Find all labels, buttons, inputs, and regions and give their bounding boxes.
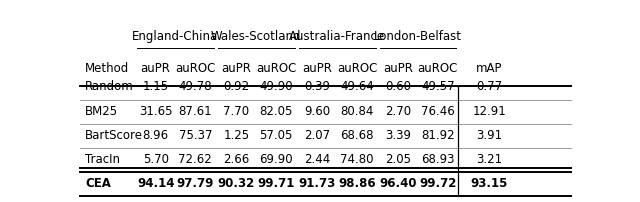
Text: 8.96: 8.96 (143, 129, 169, 142)
Text: 87.61: 87.61 (179, 105, 212, 118)
Text: 93.15: 93.15 (470, 177, 508, 190)
Text: 2.66: 2.66 (223, 153, 250, 166)
Text: 49.57: 49.57 (421, 80, 454, 94)
Text: 0.77: 0.77 (476, 80, 502, 94)
Text: Australia-France: Australia-France (289, 31, 385, 43)
Text: 3.21: 3.21 (476, 153, 502, 166)
Text: 2.05: 2.05 (385, 153, 411, 166)
Text: England-China: England-China (132, 31, 219, 43)
Text: 49.90: 49.90 (259, 80, 293, 94)
Text: 68.68: 68.68 (340, 129, 374, 142)
Text: auPR: auPR (302, 62, 332, 75)
Text: 2.07: 2.07 (304, 129, 330, 142)
Text: 0.60: 0.60 (385, 80, 411, 94)
Text: auROC: auROC (418, 62, 458, 75)
Text: London-Belfast: London-Belfast (374, 31, 462, 43)
Text: 82.05: 82.05 (259, 105, 293, 118)
Text: 97.79: 97.79 (177, 177, 214, 190)
Text: Wales-Scotland: Wales-Scotland (211, 31, 301, 43)
Text: 75.37: 75.37 (179, 129, 212, 142)
Text: 91.73: 91.73 (299, 177, 336, 190)
Text: 49.64: 49.64 (340, 80, 374, 94)
Text: 72.62: 72.62 (179, 153, 212, 166)
Text: auROC: auROC (175, 62, 216, 75)
Text: 94.14: 94.14 (137, 177, 174, 190)
Text: 98.86: 98.86 (338, 177, 376, 190)
Text: BartScore: BartScore (85, 129, 143, 142)
Text: 74.80: 74.80 (340, 153, 374, 166)
Text: 80.84: 80.84 (340, 105, 374, 118)
Text: 68.93: 68.93 (421, 153, 454, 166)
Text: BM25: BM25 (85, 105, 118, 118)
Text: 57.05: 57.05 (259, 129, 293, 142)
Text: 96.40: 96.40 (380, 177, 417, 190)
Text: auPR: auPR (221, 62, 252, 75)
Text: 2.70: 2.70 (385, 105, 412, 118)
Text: 9.60: 9.60 (304, 105, 330, 118)
Text: 69.90: 69.90 (259, 153, 293, 166)
Text: 99.71: 99.71 (257, 177, 295, 190)
Text: 3.39: 3.39 (385, 129, 411, 142)
Text: 3.91: 3.91 (476, 129, 502, 142)
Text: 5.70: 5.70 (143, 153, 169, 166)
Text: 31.65: 31.65 (139, 105, 172, 118)
Text: auROC: auROC (256, 62, 296, 75)
Text: auPR: auPR (383, 62, 413, 75)
Text: TracIn: TracIn (85, 153, 120, 166)
Text: 49.78: 49.78 (179, 80, 212, 94)
Text: 1.25: 1.25 (223, 129, 250, 142)
Text: 7.70: 7.70 (223, 105, 250, 118)
Text: CEA: CEA (85, 177, 111, 190)
Text: auPR: auPR (141, 62, 171, 75)
Text: 12.91: 12.91 (472, 105, 506, 118)
Text: 1.15: 1.15 (143, 80, 169, 94)
Text: 81.92: 81.92 (421, 129, 454, 142)
Text: 76.46: 76.46 (421, 105, 455, 118)
Text: 90.32: 90.32 (218, 177, 255, 190)
Text: 0.39: 0.39 (305, 80, 330, 94)
Text: mAP: mAP (476, 62, 502, 75)
Text: Method: Method (85, 62, 129, 75)
Text: 99.72: 99.72 (419, 177, 456, 190)
Text: Random: Random (85, 80, 134, 94)
Text: auROC: auROC (337, 62, 377, 75)
Text: 2.44: 2.44 (304, 153, 330, 166)
Text: 0.92: 0.92 (223, 80, 250, 94)
